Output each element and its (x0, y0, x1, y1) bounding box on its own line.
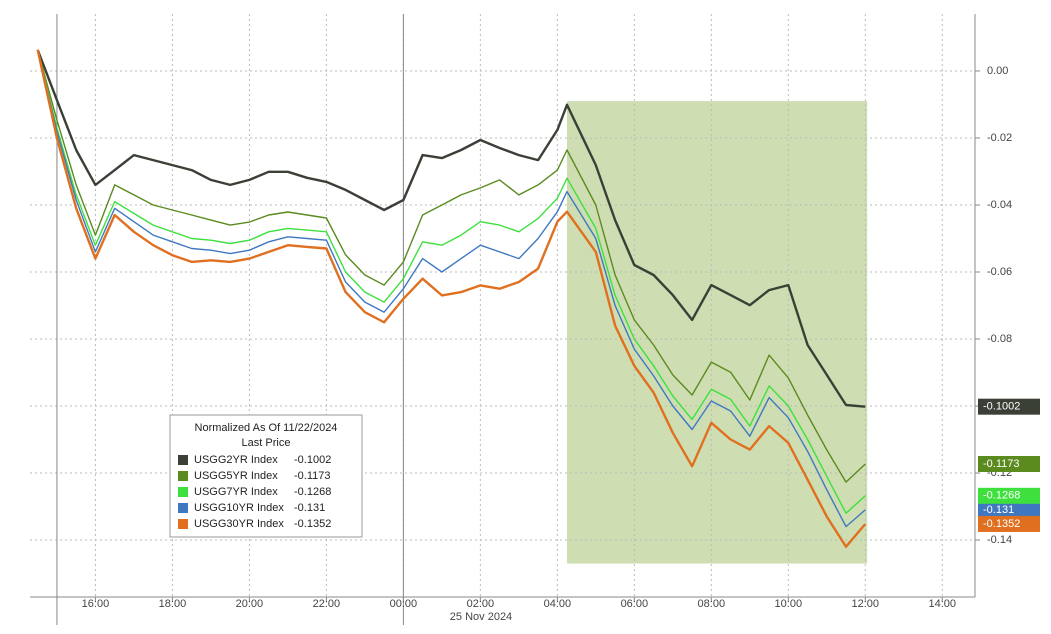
last-value-tag (978, 455, 1040, 472)
last-value-label: -0.131 (983, 504, 1014, 516)
x-tick-label: 02:00 (467, 598, 495, 610)
last-value-tag (978, 501, 1040, 518)
plot-front: 0.00-0.02-0.04-0.06-0.08-0.10-0.12-0.141… (82, 65, 1040, 610)
last-value-label: -0.1002 (983, 401, 1020, 413)
legend-label: USGG5YR Index (194, 470, 278, 482)
legend-swatch (178, 503, 188, 513)
x-tick-label: 08:00 (698, 598, 726, 610)
y-tick-label: -0.06 (987, 266, 1012, 278)
series-line (36, 49, 867, 548)
legend-label: USGG10YR Index (194, 502, 284, 514)
x-tick-label: 16:00 (82, 598, 110, 610)
legend-label: USGG2YR Index (194, 454, 278, 466)
series-line (37, 49, 866, 528)
series-line (36, 49, 866, 408)
x-tick-label: 22:00 (313, 598, 341, 610)
y-tick-label: 0.00 (987, 65, 1008, 77)
last-value-tag (978, 487, 1040, 504)
legend-label: USGG30YR Index (194, 518, 284, 530)
last-value-tag (978, 515, 1040, 532)
legend-swatch (178, 455, 188, 465)
legend-value: -0.1002 (294, 454, 331, 466)
x-tick-label: 00:00 (390, 598, 418, 610)
legend-box (169, 414, 363, 538)
last-value-label: -0.1268 (983, 490, 1020, 502)
x-tick-label: 10:00 (775, 598, 803, 610)
x-tick-label: 12:00 (852, 598, 880, 610)
x-tick-label: 14:00 (929, 598, 957, 610)
legend-value: -0.1352 (294, 518, 331, 530)
legend-swatch (178, 471, 188, 481)
legend-swatch (178, 487, 188, 497)
highlight-region (566, 101, 868, 564)
y-tick-label: -0.02 (987, 132, 1012, 144)
x-tick-label: 06:00 (621, 598, 649, 610)
last-value-label: -0.1352 (983, 518, 1020, 530)
x-sublabel: 25 Nov 2024 (450, 611, 512, 623)
legend-swatch (178, 519, 188, 529)
y-tick-label: -0.04 (987, 199, 1012, 211)
x-tick-label: 04:00 (544, 598, 572, 610)
y-tick-label: -0.14 (987, 534, 1012, 546)
legend-value: -0.1173 (294, 470, 331, 482)
legend-label: USGG7YR Index (194, 486, 278, 498)
legend-subtitle: Last Price (242, 437, 291, 449)
series-line (37, 49, 866, 514)
x-tick-label: 18:00 (159, 598, 187, 610)
plot-lines (36, 49, 867, 548)
legend-title: Normalized As Of 11/22/2024 (195, 422, 338, 434)
legend-value: -0.131 (294, 502, 325, 514)
legend-value: -0.1268 (294, 486, 331, 498)
series-line (37, 49, 866, 483)
last-value-tag (978, 398, 1040, 415)
y-tick-label: -0.08 (987, 333, 1012, 345)
legend: Normalized As Of 11/22/2024 Last Price U… (169, 414, 363, 538)
last-value-label: -0.1173 (983, 458, 1020, 470)
x-tick-label: 20:00 (236, 598, 264, 610)
